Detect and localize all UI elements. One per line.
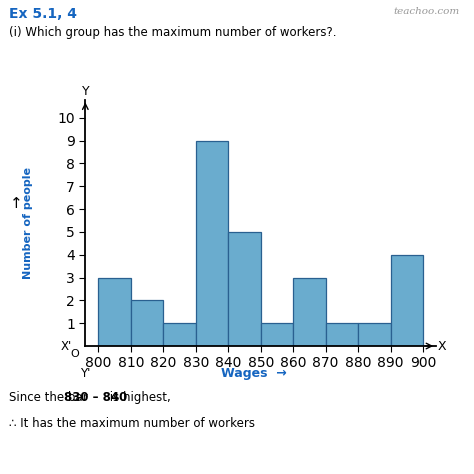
Text: Wages  →: Wages → bbox=[221, 367, 286, 380]
Text: 830 – 840: 830 – 840 bbox=[64, 391, 127, 404]
Text: Y': Y' bbox=[80, 366, 91, 380]
Text: teachoo.com: teachoo.com bbox=[393, 7, 460, 16]
Text: Since the bar: Since the bar bbox=[9, 391, 92, 404]
Bar bbox=[228, 232, 261, 346]
Bar bbox=[293, 278, 326, 346]
Bar bbox=[196, 141, 228, 346]
Text: O: O bbox=[70, 349, 79, 359]
Text: Ex 5.1, 4: Ex 5.1, 4 bbox=[9, 7, 77, 21]
Text: Number of people: Number of people bbox=[23, 167, 34, 279]
Bar bbox=[131, 301, 163, 346]
Text: ↑: ↑ bbox=[10, 196, 23, 211]
Text: Y: Y bbox=[82, 85, 89, 99]
Text: X': X' bbox=[61, 339, 73, 353]
Text: is highest,: is highest, bbox=[106, 391, 171, 404]
Bar bbox=[391, 255, 423, 346]
Bar bbox=[163, 323, 196, 346]
Text: ∴ It has the maximum number of workers: ∴ It has the maximum number of workers bbox=[9, 417, 255, 430]
Text: (i) Which group has the maximum number of workers?.: (i) Which group has the maximum number o… bbox=[9, 26, 337, 39]
Text: X: X bbox=[438, 339, 447, 353]
Bar bbox=[358, 323, 391, 346]
Bar bbox=[326, 323, 358, 346]
Bar bbox=[98, 278, 131, 346]
Bar bbox=[261, 323, 293, 346]
